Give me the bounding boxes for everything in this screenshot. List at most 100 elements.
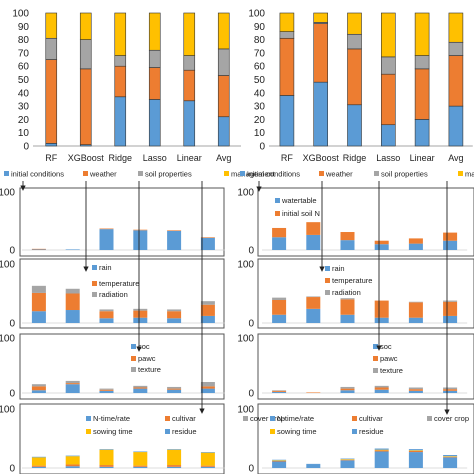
bar-segment-N-time-rate bbox=[374, 451, 389, 468]
bar-segment-initial-soil-N bbox=[200, 237, 215, 238]
legend-swatch bbox=[165, 429, 170, 434]
legend-label: N-time/rate bbox=[93, 414, 130, 423]
legend-swatch bbox=[458, 171, 463, 176]
bar-segment-pawc bbox=[306, 392, 321, 393]
bar-segment-radiation bbox=[408, 301, 423, 303]
x-tick-label: RF bbox=[281, 153, 293, 163]
bar-segment-soil-properties bbox=[148, 49, 161, 68]
legend-label: texture bbox=[138, 365, 161, 374]
bar-segment-watertable bbox=[167, 230, 182, 250]
x-tick-label: Lasso bbox=[376, 153, 400, 163]
bar-segment-N-time-rate bbox=[31, 466, 46, 468]
legend-swatch bbox=[131, 356, 136, 361]
bar-segment-initial-conditions bbox=[183, 100, 196, 147]
bar-segment-residue bbox=[374, 448, 389, 450]
bar-segment-management bbox=[183, 12, 196, 56]
x-tick-label: Avg bbox=[448, 153, 463, 163]
bar-segment-initial-conditions bbox=[279, 95, 295, 147]
bar-segment-rain bbox=[167, 318, 182, 323]
legend-label: pawc bbox=[138, 354, 156, 363]
bar-segment-initial-soil-N bbox=[99, 228, 114, 230]
y-tick-label: 50 bbox=[18, 75, 30, 86]
bar-segment-temperature bbox=[306, 297, 321, 309]
bar-segment-texture bbox=[65, 380, 80, 384]
bar-segment-radiation bbox=[340, 298, 355, 300]
bar-segment-weather bbox=[183, 69, 196, 102]
legend-label: sowing time bbox=[277, 427, 317, 436]
bar-segment-temperature bbox=[65, 293, 80, 311]
bar-segment-sowing-time bbox=[31, 457, 46, 466]
bar-segment-N-time-rate bbox=[408, 452, 423, 468]
bar-segment-texture bbox=[31, 384, 46, 387]
legend-swatch bbox=[275, 211, 280, 216]
legend-swatch bbox=[240, 171, 245, 176]
legend-swatch bbox=[270, 429, 275, 434]
y-tick-label: 80 bbox=[254, 35, 266, 46]
bar-segment-cultivar bbox=[167, 465, 182, 467]
legend-label: initial conditions bbox=[11, 170, 64, 179]
x-tick-label: RF bbox=[45, 153, 57, 163]
bar-segment-sowing-time bbox=[99, 449, 114, 466]
bar-segment-N-time-rate bbox=[200, 466, 215, 468]
bar-segment-soil-properties bbox=[448, 41, 464, 56]
bar-segment-texture bbox=[340, 386, 355, 389]
legend-label: cultivar bbox=[359, 414, 383, 423]
bar-segment-management bbox=[448, 12, 464, 43]
panel-frame bbox=[19, 333, 225, 400]
legend-layer: initial conditions weather soil properties… bbox=[4, 170, 474, 436]
y-tick-label: 0 bbox=[248, 319, 254, 330]
legend-label: residue bbox=[359, 427, 384, 436]
y-tick-label: 0 bbox=[23, 142, 29, 153]
bar-segment-sowing-time bbox=[443, 456, 458, 457]
bar-segment-pawc bbox=[65, 383, 80, 385]
legend-label: radiation bbox=[99, 290, 128, 299]
bar-segment-initial-soil-N bbox=[31, 248, 46, 250]
bar-segment-residue bbox=[99, 449, 114, 450]
bar-segment-weather bbox=[45, 59, 58, 144]
bar-segment-temperature bbox=[167, 311, 182, 319]
y-tick-label: 80 bbox=[18, 35, 30, 46]
bar-segment-residue bbox=[272, 459, 287, 461]
legend-swatch bbox=[270, 416, 275, 421]
bar-segment-residue bbox=[133, 451, 148, 453]
bar-segment-watertable bbox=[374, 244, 389, 250]
bar-segment-radiation bbox=[200, 301, 215, 305]
bar-segment-sowing-time bbox=[340, 459, 355, 460]
bar-segment-weather bbox=[114, 65, 127, 98]
bar-segment-initial-soil-N bbox=[272, 227, 287, 238]
bar-segment-watertable bbox=[133, 230, 148, 250]
bar-segment-radiation bbox=[443, 300, 458, 302]
bar-segment-initial-conditions bbox=[347, 104, 362, 147]
bar-segment-soc bbox=[65, 384, 80, 393]
bar-segment-rain bbox=[374, 317, 389, 323]
y-tick-label: 30 bbox=[18, 102, 30, 113]
legend-swatch bbox=[373, 368, 378, 373]
bar-segment-cultivar bbox=[99, 465, 114, 467]
legend-label: soc bbox=[380, 342, 392, 351]
bar-segment-initial-conditions bbox=[380, 124, 396, 147]
bar-segment-soil-properties bbox=[79, 39, 92, 70]
bar-segment-residue bbox=[167, 449, 182, 450]
y-tick-label: 100 bbox=[0, 405, 15, 416]
x-tick-label: XGBoost bbox=[68, 153, 105, 163]
bar-segment-texture bbox=[443, 387, 458, 390]
bar-segment-weather bbox=[448, 55, 464, 107]
bar-segment-pawc bbox=[272, 390, 287, 392]
bar-segment-texture bbox=[167, 386, 182, 389]
legend-label: management bbox=[465, 170, 474, 179]
y-tick-label: 100 bbox=[237, 260, 254, 271]
bar-segment-sowing-time bbox=[133, 452, 148, 466]
legend-swatch bbox=[224, 171, 229, 176]
bar-segment-sowing-time bbox=[200, 452, 215, 466]
y-tick-label: 10 bbox=[18, 128, 30, 139]
bar-segment-soc bbox=[408, 390, 423, 393]
legend-label: temperature bbox=[99, 279, 139, 288]
bar-segment-management bbox=[79, 12, 92, 40]
y-tick-label: 100 bbox=[0, 188, 15, 199]
bar-segment-radiation bbox=[167, 309, 182, 312]
bar-segment-management bbox=[45, 12, 58, 39]
legend-label: rain bbox=[332, 264, 345, 273]
legend-swatch bbox=[325, 278, 330, 283]
bar-segment-residue bbox=[31, 456, 46, 458]
y-tick-label: 20 bbox=[18, 115, 30, 126]
